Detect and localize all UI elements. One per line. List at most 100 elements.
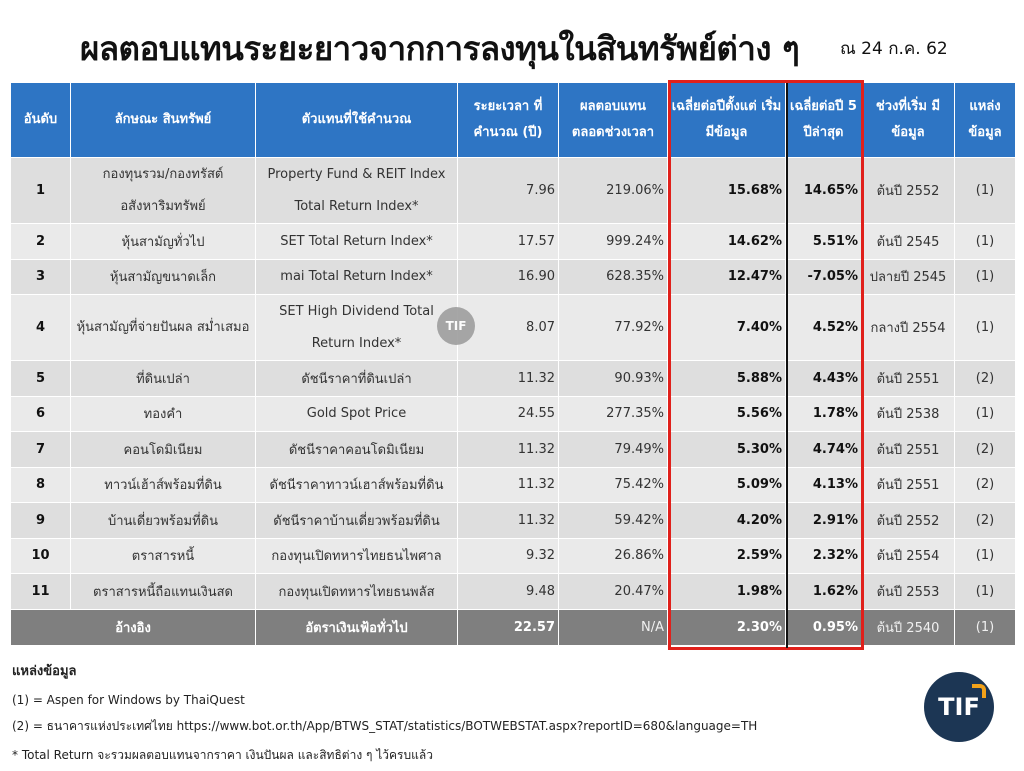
source-notes: แหล่งข้อมูล (1) = Aspen for Windows by T… <box>12 660 757 765</box>
cell-proxy: ดัชนีราคาทาวน์เฮาส์พร้อมที่ดิน <box>255 466 458 503</box>
logo-arc-icon <box>972 684 986 698</box>
cell-asset: หุ้นสามัญที่จ่ายปันผล สม่ำเสมอ <box>70 294 256 361</box>
cell-total-return: 90.93% <box>558 360 668 397</box>
note-source-1: (1) = Aspen for Windows by ThaiQuest <box>12 693 245 707</box>
cell-proxy: ดัชนีราคาคอนโดมิเนียม <box>255 431 458 468</box>
reference-source: (1) <box>954 608 1016 646</box>
cell-avg-5y: 5.51% <box>785 223 862 260</box>
table-row: 9 บ้านเดี่ยวพร้อมที่ดิน ดัชนีราคาบ้านเดี… <box>10 502 1016 539</box>
cell-start: ต้นปี 2554 <box>861 537 955 574</box>
cell-source: (1) <box>954 537 1016 574</box>
cell-avg-since-start: 15.68% <box>667 157 786 224</box>
header-avg-5y: เฉลี่ยต่อปี 5 ปีล่าสุด <box>785 82 862 158</box>
cell-avg-since-start: 5.88% <box>667 360 786 397</box>
watermark-logo: TIF <box>437 307 475 345</box>
cell-avg-5y: 14.65% <box>785 157 862 224</box>
cell-avg-since-start: 5.56% <box>667 395 786 432</box>
page-title: ผลตอบแทนระยะยาวจากการลงทุนในสินทรัพย์ต่า… <box>80 29 800 68</box>
reference-proxy: อัตราเงินเฟ้อทั่วไป <box>255 608 458 646</box>
cell-rank: 11 <box>10 573 71 610</box>
cell-start: ต้นปี 2538 <box>861 395 955 432</box>
table-row: 4 หุ้นสามัญที่จ่ายปันผล สม่ำเสมอ SET Hig… <box>10 294 1016 361</box>
cell-asset: ตราสารหนี้ถือแทนเงินสด <box>70 573 256 610</box>
cell-asset: หุ้นสามัญขนาดเล็ก <box>70 258 256 295</box>
cell-rank: 2 <box>10 223 71 260</box>
cell-asset: ที่ดินเปล่า <box>70 360 256 397</box>
cell-avg-5y: 4.43% <box>785 360 862 397</box>
cell-start: กลางปี 2554 <box>861 294 955 361</box>
cell-total-return: 999.24% <box>558 223 668 260</box>
cell-avg-5y: -7.05% <box>785 258 862 295</box>
header-asset: ลักษณะ สินทรัพย์ <box>70 82 256 158</box>
reference-total-return: N/A <box>558 608 668 646</box>
cell-source: (2) <box>954 502 1016 539</box>
header-total-return: ผลตอบแทน ตลอดช่วงเวลา <box>558 82 668 158</box>
cell-avg-since-start: 2.59% <box>667 537 786 574</box>
header-start: ช่วงที่เริ่ม มีข้อมูล <box>861 82 955 158</box>
table-row: 3 หุ้นสามัญขนาดเล็ก mai Total Return Ind… <box>10 258 1016 295</box>
cell-avg-5y: 1.62% <box>785 573 862 610</box>
header-proxy: ตัวแทนที่ใช้คำนวณ <box>255 82 458 158</box>
cell-asset: ตราสารหนี้ <box>70 537 256 574</box>
cell-source: (1) <box>954 395 1016 432</box>
cell-avg-5y: 1.78% <box>785 395 862 432</box>
cell-avg-since-start: 14.62% <box>667 223 786 260</box>
cell-proxy: SET High Dividend Total Return Index* <box>255 294 458 361</box>
footnote: * Total Return จะรวมผลตอบแทนจากราคา เงิน… <box>12 748 433 762</box>
cell-total-return: 20.47% <box>558 573 668 610</box>
cell-avg-5y: 4.13% <box>785 466 862 503</box>
cell-asset: กองทุนรวม/กองทรัสต์ อสังหาริมทรัพย์ <box>70 157 256 224</box>
cell-asset: คอนโดมิเนียม <box>70 431 256 468</box>
cell-years: 17.57 <box>457 223 559 260</box>
cell-source: (1) <box>954 294 1016 361</box>
header-source: แหล่ง ข้อมูล <box>954 82 1016 158</box>
cell-years: 9.48 <box>457 573 559 610</box>
cell-proxy: mai Total Return Index* <box>255 258 458 295</box>
cell-years: 7.96 <box>457 157 559 224</box>
cell-total-return: 26.86% <box>558 537 668 574</box>
cell-total-return: 277.35% <box>558 395 668 432</box>
cell-years: 9.32 <box>457 537 559 574</box>
table-row: 8 ทาวน์เฮ้าส์พร้อมที่ดิน ดัชนีราคาทาวน์เ… <box>10 466 1016 503</box>
cell-start: ต้นปี 2552 <box>861 502 955 539</box>
reference-avg-5y: 0.95% <box>785 608 862 646</box>
header-avg-since-start: เฉลี่ยต่อปีตั้งแต่ เริ่มมีข้อมูล <box>667 82 786 158</box>
cell-years: 11.32 <box>457 431 559 468</box>
reference-years: 22.57 <box>457 608 559 646</box>
cell-avg-since-start: 5.30% <box>667 431 786 468</box>
table-row: 10 ตราสารหนี้ กองทุนเปิดทหารไทยธนไพศาล 9… <box>10 537 1016 574</box>
cell-rank: 3 <box>10 258 71 295</box>
cell-total-return: 79.49% <box>558 431 668 468</box>
reference-label: อ้างอิง <box>10 608 256 646</box>
cell-total-return: 75.42% <box>558 466 668 503</box>
cell-start: ต้นปี 2551 <box>861 431 955 468</box>
cell-avg-since-start: 12.47% <box>667 258 786 295</box>
cell-years: 16.90 <box>457 258 559 295</box>
cell-source: (1) <box>954 223 1016 260</box>
cell-total-return: 219.06% <box>558 157 668 224</box>
cell-years: 8.07 <box>457 294 559 361</box>
header-row: อันดับ ลักษณะ สินทรัพย์ ตัวแทนที่ใช้คำนว… <box>10 82 1016 158</box>
cell-rank: 9 <box>10 502 71 539</box>
table-row: 1 กองทุนรวม/กองทรัสต์ อสังหาริมทรัพย์ Pr… <box>10 157 1016 224</box>
cell-start: ต้นปี 2551 <box>861 360 955 397</box>
cell-asset: หุ้นสามัญทั่วไป <box>70 223 256 260</box>
title-area: ผลตอบแทนระยะยาวจากการลงทุนในสินทรัพย์ต่า… <box>0 0 1024 80</box>
table-row: 11 ตราสารหนี้ถือแทนเงินสด กองทุนเปิดทหาร… <box>10 573 1016 610</box>
cell-start: ต้นปี 2551 <box>861 466 955 503</box>
reference-row: อ้างอิง อัตราเงินเฟ้อทั่วไป 22.57 N/A 2.… <box>10 608 1016 646</box>
cell-rank: 1 <box>10 157 71 224</box>
as-of-date: ณ 24 ก.ค. 62 <box>840 39 948 59</box>
cell-rank: 7 <box>10 431 71 468</box>
cell-asset: ทองคำ <box>70 395 256 432</box>
cell-proxy: ดัชนีราคาบ้านเดี่ยวพร้อมที่ดิน <box>255 502 458 539</box>
logo-text: TIF <box>938 693 980 721</box>
cell-avg-since-start: 7.40% <box>667 294 786 361</box>
cell-avg-since-start: 1.98% <box>667 573 786 610</box>
cell-start: ต้นปี 2553 <box>861 573 955 610</box>
cell-total-return: 628.35% <box>558 258 668 295</box>
cell-avg-5y: 2.32% <box>785 537 862 574</box>
cell-source: (2) <box>954 431 1016 468</box>
cell-source: (2) <box>954 466 1016 503</box>
cell-total-return: 59.42% <box>558 502 668 539</box>
